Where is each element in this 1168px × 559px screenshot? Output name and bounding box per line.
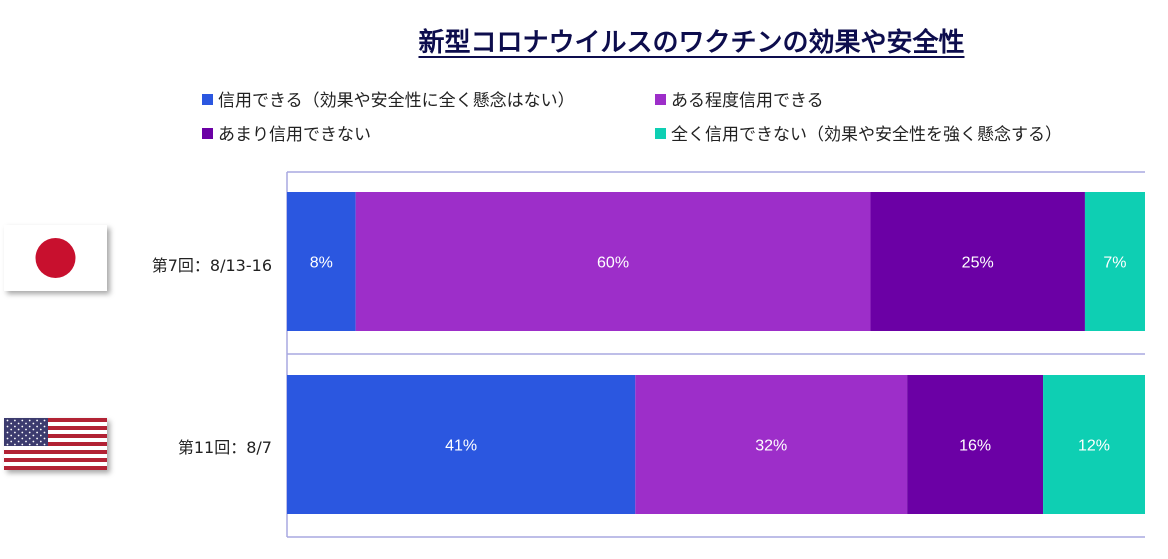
legend-label: あまり信用できない bbox=[218, 125, 371, 145]
row-label-usa: 第11回：8/7 bbox=[177, 438, 272, 457]
bar-segment bbox=[907, 375, 1044, 514]
data-label: 60% bbox=[597, 255, 629, 272]
legend-label: 全く信用できない（効果や安全性を強く懸念する） bbox=[671, 125, 1062, 145]
legend-swatch bbox=[655, 94, 666, 105]
row-label-japan: 第7回：8/13-16 bbox=[151, 256, 272, 275]
bar-segment bbox=[1043, 375, 1145, 514]
data-label: 25% bbox=[962, 255, 994, 272]
bar-segment bbox=[1084, 192, 1145, 331]
usa-flag-graphic bbox=[4, 418, 107, 471]
data-label: 41% bbox=[445, 438, 477, 455]
legend-swatch bbox=[655, 128, 666, 139]
bar-segment bbox=[287, 375, 636, 514]
data-label: 16% bbox=[959, 438, 991, 455]
usa-flag-icon bbox=[4, 418, 107, 471]
data-label: 12% bbox=[1078, 438, 1110, 455]
legend-swatch bbox=[202, 128, 213, 139]
legend-item-somewhat-trust: ある程度信用できる bbox=[655, 86, 824, 111]
legend-label: 信用できる（効果や安全性に全く懸念はない） bbox=[218, 91, 575, 111]
data-label: 32% bbox=[755, 438, 787, 455]
legend-item-trust: 信用できる（効果や安全性に全く懸念はない） bbox=[202, 86, 575, 111]
japan-flag-graphic bbox=[35, 238, 76, 278]
legend-item-not-much-trust: あまり信用できない bbox=[202, 120, 371, 145]
legend-label: ある程度信用できる bbox=[671, 91, 824, 111]
bar-segment bbox=[355, 192, 871, 331]
bar-segment bbox=[870, 192, 1085, 331]
bar-segment bbox=[635, 375, 908, 514]
data-label: 8% bbox=[310, 255, 333, 272]
japan-flag-icon bbox=[4, 225, 107, 291]
chart-title: 新型コロナウイルスのワクチンの効果や安全性 bbox=[418, 28, 965, 58]
legend-item-no-trust: 全く信用できない（効果や安全性を強く懸念する） bbox=[655, 120, 1062, 145]
data-label: 7% bbox=[1103, 255, 1126, 272]
legend-swatch bbox=[202, 94, 213, 105]
bar-segment bbox=[287, 192, 356, 331]
